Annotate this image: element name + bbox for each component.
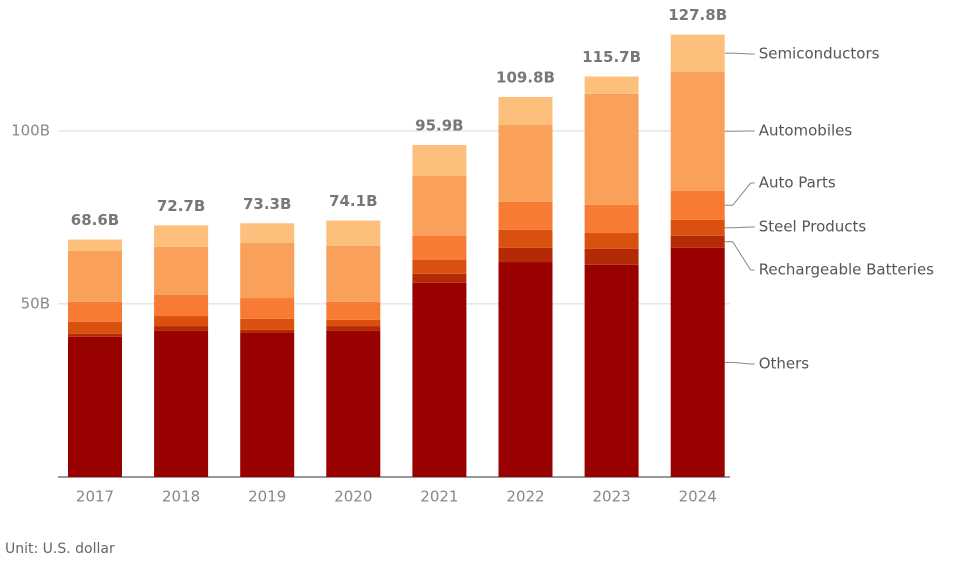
bar-segment — [326, 246, 380, 302]
x-tick-label: 2022 — [506, 488, 544, 506]
bar-segment — [154, 225, 208, 246]
bar-segment — [585, 205, 639, 233]
x-tick-label: 2024 — [679, 488, 717, 506]
x-tick-label: 2020 — [334, 488, 372, 506]
legend-label: Semiconductors — [759, 45, 880, 63]
bar-segment — [499, 97, 553, 125]
bar-segment — [240, 298, 294, 319]
bar-segment — [412, 236, 466, 260]
bar-segment — [326, 221, 380, 246]
bar-segment — [240, 243, 294, 298]
bar-segment — [671, 35, 725, 72]
bar-segment — [326, 326, 380, 331]
legend-leader — [725, 53, 755, 54]
unit-note: Unit: U.S. dollar — [5, 541, 115, 557]
bar-segment — [240, 333, 294, 477]
legend-label: Others — [759, 355, 810, 373]
bar-segment — [68, 334, 122, 337]
bar-segment — [68, 240, 122, 251]
bar-segment — [326, 302, 380, 320]
legend-label: Rechargeable Batteries — [759, 261, 934, 279]
legend-label: Steel Products — [759, 218, 867, 236]
x-tick-label: 2019 — [248, 488, 286, 506]
total-label: 73.3B — [243, 195, 291, 213]
bar-segment — [499, 248, 553, 262]
bar-segment — [240, 223, 294, 243]
total-label: 72.7B — [157, 197, 205, 215]
bar-segment — [68, 251, 122, 302]
bar-segment — [154, 247, 208, 295]
bar-segment — [326, 320, 380, 326]
bar-segment — [240, 330, 294, 333]
bar-segment — [671, 236, 725, 248]
bar-segment — [154, 326, 208, 331]
bar-segment — [499, 125, 553, 202]
bar-segment — [412, 283, 466, 477]
bar-segment — [412, 145, 466, 176]
bar-segment — [412, 260, 466, 274]
legend-leader — [725, 227, 755, 228]
bar-segment — [499, 202, 553, 230]
legend-leader — [725, 362, 755, 364]
bar-segment — [671, 248, 725, 477]
bar-segment — [585, 94, 639, 205]
bar-segment — [585, 77, 639, 94]
total-label: 127.8B — [668, 6, 727, 24]
bar-segment — [154, 295, 208, 316]
legend-leader — [725, 242, 755, 270]
bar-segment — [671, 72, 725, 191]
bar-segment — [671, 191, 725, 220]
bar-segment — [326, 331, 380, 477]
total-label: 109.8B — [496, 68, 555, 86]
x-tick-label: 2023 — [593, 488, 631, 506]
x-tick-label: 2018 — [162, 488, 200, 506]
bar-segment — [68, 322, 122, 334]
bar-segment — [585, 265, 639, 477]
legend-label: Auto Parts — [759, 174, 836, 192]
x-tick-label: 2017 — [76, 488, 114, 506]
bar-segment — [68, 337, 122, 477]
bar-segment — [154, 331, 208, 477]
total-label: 68.6B — [71, 211, 119, 229]
legend-leader — [725, 183, 755, 205]
bar-segment — [585, 249, 639, 265]
bar-segment — [499, 230, 553, 248]
bar-segment — [585, 233, 639, 249]
bar-segment — [671, 220, 725, 236]
y-tick-label: 50B — [21, 294, 50, 312]
bar-segment — [68, 302, 122, 322]
bar-segment — [240, 319, 294, 330]
bar-segment — [412, 176, 466, 236]
total-label: 95.9B — [415, 117, 463, 135]
total-label: 74.1B — [329, 192, 377, 210]
legend-label: Automobiles — [759, 122, 853, 140]
bar-segment — [154, 316, 208, 326]
bar-segment — [499, 262, 553, 477]
x-tick-label: 2021 — [420, 488, 458, 506]
y-tick-label: 100B — [11, 121, 50, 139]
bar-segment — [412, 274, 466, 283]
total-label: 115.7B — [582, 48, 641, 66]
